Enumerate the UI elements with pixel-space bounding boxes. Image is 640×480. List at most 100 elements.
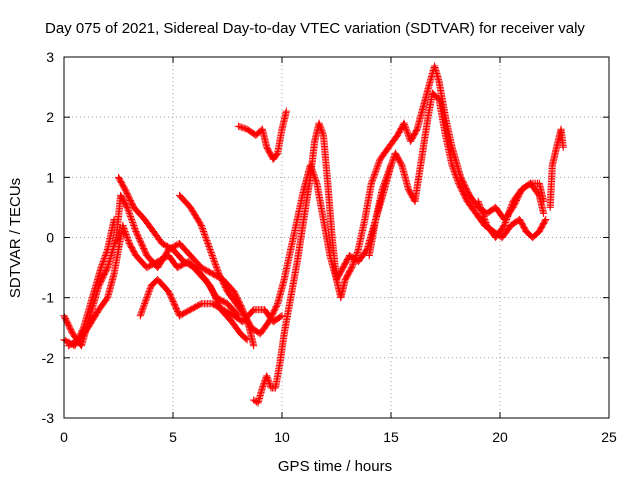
data-point <box>402 125 410 133</box>
data-point <box>139 304 147 312</box>
y-tick-label: 1 <box>46 169 54 185</box>
x-axis-label: GPS time / hours <box>278 458 392 475</box>
data-point <box>348 263 356 272</box>
data-point <box>349 259 357 267</box>
data-point <box>129 218 137 227</box>
data-point <box>542 215 550 224</box>
x-tick-label: 0 <box>60 429 68 445</box>
data-point <box>209 254 217 263</box>
data-point <box>124 236 132 245</box>
data-point <box>319 130 327 138</box>
data-point <box>350 257 358 266</box>
data-point <box>211 260 220 269</box>
data-point <box>367 179 375 187</box>
data-point <box>234 122 242 130</box>
data-point <box>128 217 136 225</box>
data-point <box>98 260 106 269</box>
data-point <box>136 312 144 320</box>
data-point <box>129 220 137 228</box>
data-point <box>475 199 483 207</box>
data-point <box>480 212 488 221</box>
data-point <box>124 206 132 215</box>
data-point <box>401 121 409 129</box>
grid-lines <box>64 57 609 418</box>
data-point <box>263 372 271 380</box>
x-tick-label: 20 <box>492 429 508 445</box>
data-point <box>383 172 391 180</box>
data-point <box>144 291 152 299</box>
data-point <box>451 169 459 177</box>
data-point <box>373 164 381 172</box>
data-point <box>349 260 357 269</box>
data-point <box>123 232 131 240</box>
data-point <box>348 262 356 270</box>
data-point <box>375 158 383 166</box>
data-point <box>371 170 379 178</box>
data-point <box>448 163 457 171</box>
data-point <box>203 236 211 245</box>
data-point <box>125 208 133 216</box>
data-point <box>374 160 383 168</box>
data-point <box>382 175 390 183</box>
data-point <box>505 208 513 216</box>
data-point <box>127 214 135 222</box>
data-point <box>209 253 217 261</box>
data-point <box>502 215 511 224</box>
data-point <box>450 166 458 174</box>
data-point <box>453 176 462 184</box>
data-point <box>380 181 388 189</box>
data-point <box>452 172 460 180</box>
data-point <box>387 160 396 168</box>
data-points <box>60 62 567 407</box>
data-point <box>125 209 133 218</box>
data-point <box>265 379 274 388</box>
data-point <box>504 211 512 219</box>
data-point <box>120 226 129 234</box>
data-point <box>501 218 510 227</box>
data-point <box>351 254 359 263</box>
data-point <box>384 170 392 178</box>
y-tick-label: 2 <box>46 109 54 125</box>
data-point <box>196 300 204 309</box>
data-point <box>259 381 268 389</box>
data-point <box>388 158 396 166</box>
data-point <box>137 309 145 317</box>
data-point <box>381 176 390 184</box>
data-point <box>318 127 326 135</box>
data-point <box>124 235 132 243</box>
data-point <box>208 251 216 260</box>
data-point <box>368 176 377 184</box>
data-point <box>385 167 393 175</box>
data-point <box>142 297 150 305</box>
data-point <box>236 123 244 131</box>
data-point <box>368 178 376 186</box>
data-point <box>124 205 132 213</box>
data-point <box>138 307 146 315</box>
data-point <box>372 167 380 175</box>
data-point <box>381 178 389 186</box>
data-point <box>506 206 514 215</box>
data-point <box>205 242 213 251</box>
data-point <box>448 161 456 169</box>
data-point <box>379 182 387 190</box>
series-track-e <box>136 276 286 326</box>
data-point <box>263 373 271 381</box>
data-point <box>200 229 208 237</box>
data-point <box>318 128 326 136</box>
data-point <box>264 376 272 384</box>
data-point <box>476 202 484 210</box>
data-point <box>384 169 392 177</box>
data-point <box>130 221 138 230</box>
data-point <box>142 295 150 303</box>
data-point <box>202 233 210 242</box>
y-axis-label: SDTVAR / TECUs <box>7 178 24 298</box>
data-point <box>123 203 131 212</box>
data-point <box>212 262 220 270</box>
data-point <box>541 217 549 225</box>
data-point <box>210 257 219 266</box>
data-point <box>374 161 382 169</box>
data-point <box>476 203 484 212</box>
data-point <box>119 221 127 230</box>
